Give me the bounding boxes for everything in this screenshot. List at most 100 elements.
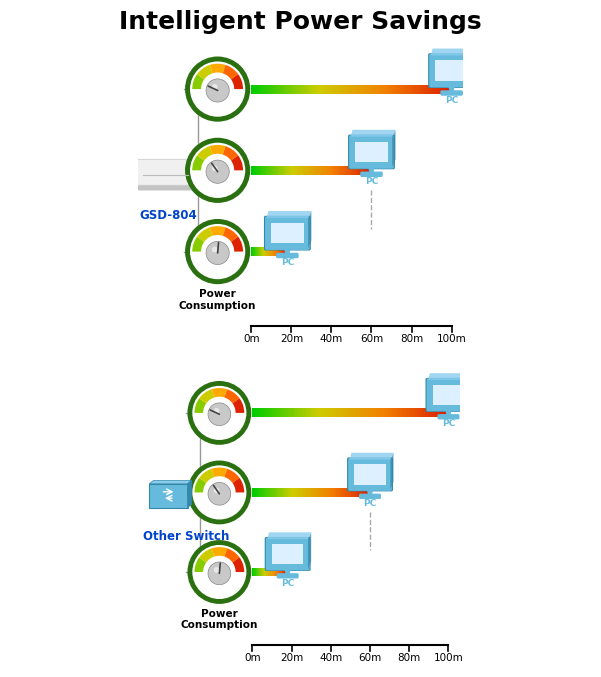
Bar xyxy=(367,488,368,497)
Bar xyxy=(258,166,260,175)
Bar xyxy=(302,166,303,175)
Bar xyxy=(352,488,353,497)
Wedge shape xyxy=(197,146,213,160)
Bar xyxy=(275,488,276,497)
Wedge shape xyxy=(233,478,244,492)
Bar xyxy=(316,166,317,175)
Bar xyxy=(355,166,356,175)
FancyBboxPatch shape xyxy=(429,54,474,87)
FancyBboxPatch shape xyxy=(360,171,383,177)
Bar xyxy=(150,483,188,508)
Bar xyxy=(329,166,331,175)
Bar xyxy=(384,408,386,417)
Bar xyxy=(371,85,373,93)
Polygon shape xyxy=(390,453,394,489)
Polygon shape xyxy=(284,248,291,255)
Text: Power
Consumption: Power Consumption xyxy=(179,289,256,311)
Bar xyxy=(329,85,331,93)
Bar xyxy=(313,166,314,175)
Bar xyxy=(382,85,383,93)
Bar xyxy=(382,408,384,417)
Bar xyxy=(287,166,288,175)
Bar xyxy=(339,166,340,175)
Bar xyxy=(340,85,341,93)
Bar xyxy=(296,166,297,175)
Bar xyxy=(285,488,287,497)
Bar xyxy=(419,408,421,417)
Bar xyxy=(299,166,300,175)
Bar xyxy=(361,85,364,93)
Bar xyxy=(442,408,445,417)
Bar xyxy=(262,408,264,417)
Bar xyxy=(363,488,364,497)
Polygon shape xyxy=(445,410,452,416)
Bar xyxy=(444,85,445,93)
Text: PC: PC xyxy=(281,579,294,588)
Bar xyxy=(272,408,274,417)
Bar xyxy=(276,488,277,497)
Text: 60m: 60m xyxy=(360,334,383,345)
Wedge shape xyxy=(192,74,204,89)
Bar xyxy=(272,488,273,497)
Bar xyxy=(310,488,311,497)
Wedge shape xyxy=(231,156,243,171)
Bar xyxy=(299,488,300,497)
Bar xyxy=(432,85,433,93)
Bar xyxy=(326,488,328,497)
Wedge shape xyxy=(224,548,239,563)
Bar xyxy=(365,488,367,497)
Bar xyxy=(268,166,269,175)
Bar xyxy=(368,166,369,175)
FancyBboxPatch shape xyxy=(426,378,471,412)
Bar xyxy=(300,488,302,497)
Text: 100m: 100m xyxy=(437,334,466,345)
Bar xyxy=(263,166,264,175)
Circle shape xyxy=(192,545,246,599)
Bar xyxy=(285,408,288,417)
Bar xyxy=(320,488,322,497)
Bar xyxy=(419,85,421,93)
Bar xyxy=(417,408,419,417)
FancyBboxPatch shape xyxy=(348,458,392,491)
Bar xyxy=(442,85,444,93)
Circle shape xyxy=(190,224,245,279)
Text: 100m: 100m xyxy=(433,653,463,663)
Bar xyxy=(400,85,401,93)
Bar xyxy=(433,85,436,93)
Bar xyxy=(317,85,319,93)
FancyBboxPatch shape xyxy=(264,216,311,250)
Bar xyxy=(359,85,361,93)
Polygon shape xyxy=(428,373,472,380)
Bar xyxy=(337,408,338,417)
Bar xyxy=(424,85,426,93)
Bar xyxy=(369,166,370,175)
Bar xyxy=(441,408,442,417)
Bar xyxy=(361,166,362,175)
Wedge shape xyxy=(195,478,206,492)
Bar xyxy=(337,166,338,175)
Bar xyxy=(258,408,260,417)
Bar xyxy=(255,488,256,497)
Bar xyxy=(334,166,335,175)
Circle shape xyxy=(192,465,246,519)
Bar xyxy=(319,408,321,417)
Bar xyxy=(331,166,332,175)
Bar xyxy=(370,85,371,93)
Bar xyxy=(353,166,355,175)
Bar xyxy=(448,85,450,93)
Bar xyxy=(314,488,315,497)
Bar xyxy=(338,488,340,497)
Polygon shape xyxy=(367,489,373,495)
Bar xyxy=(327,166,328,175)
Bar xyxy=(353,488,355,497)
Bar xyxy=(423,408,425,417)
Bar xyxy=(257,85,260,93)
Bar xyxy=(289,488,290,497)
Bar xyxy=(273,166,274,175)
Bar xyxy=(269,488,270,497)
Bar xyxy=(431,408,433,417)
Circle shape xyxy=(214,487,219,494)
Bar xyxy=(365,85,367,93)
Bar xyxy=(290,408,291,417)
Bar xyxy=(317,488,319,497)
